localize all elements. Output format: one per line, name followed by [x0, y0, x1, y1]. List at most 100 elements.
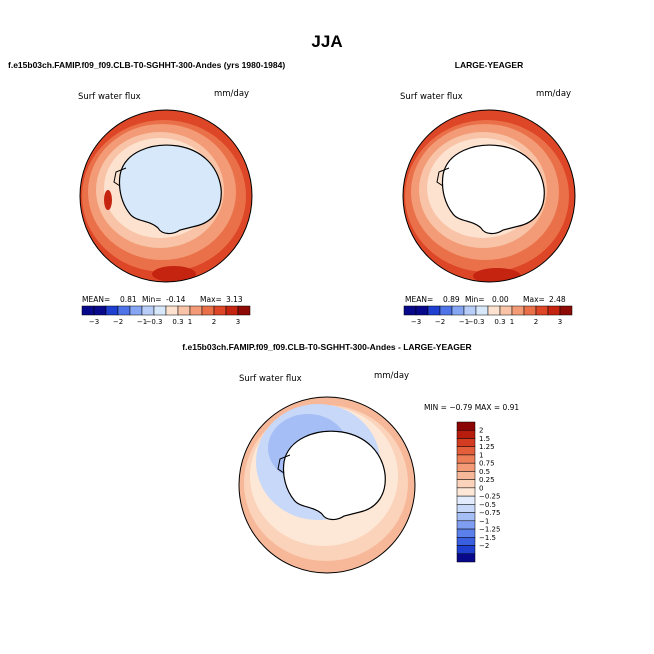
panel-c-colorbar-box: [456, 429, 476, 439]
panel-c-colorbar-tick-label: 0.75: [479, 460, 495, 468]
panel-c-colorbar-box: [456, 446, 476, 456]
panel-c-colorbar-box: [456, 512, 476, 522]
panel-c-colorbar-box: [456, 553, 476, 563]
panel-b-units: mm/day: [536, 89, 571, 99]
panel-b-colorbar-tick-label: 2: [534, 318, 538, 326]
panel-c-colorbar-tick-label: −2: [479, 542, 489, 550]
panel-c-border: [238, 396, 416, 574]
figure-title: JJA: [311, 32, 342, 51]
panel-c-colorbar-tick-label: −0.5: [479, 501, 496, 509]
panel-b-colorbar-tick-label: −1: [459, 318, 469, 326]
panel-a-colorbar-tick-label: −2: [113, 318, 123, 326]
panel-a-hotspot-south: [152, 266, 196, 282]
panel-c-colorbar-tick-label: 1.25: [479, 443, 495, 451]
panel-b-colorbar-tick-label: −0.3: [468, 318, 485, 326]
panel-b-colorbar-box: [523, 305, 537, 316]
panel-b-colorbar-tick-label: 3: [558, 318, 562, 326]
panel-a-border: [79, 109, 253, 283]
panel-a-max-value: 3.13: [226, 295, 243, 304]
panel-b-colorbar-box: [559, 305, 573, 316]
panel-c-units: mm/day: [374, 371, 409, 381]
panel-a-title: f.e15b03ch.FAMIP.f09_f09.CLB-T0-SGHHT-30…: [8, 60, 285, 70]
panel-a-colorbar-box: [141, 305, 155, 316]
panel-c-colorbar-box: [456, 421, 476, 431]
panel-a-colorbar-box: [153, 305, 167, 316]
panel-c-colorbar-box: [456, 537, 476, 546]
panel-c-colorbar-tick-label: 0: [479, 484, 483, 492]
panel-b-colorbar-box: [463, 305, 477, 316]
panel-a-mean-value: 0.81: [120, 295, 137, 304]
panel-a-mean-label: MEAN=: [82, 295, 110, 304]
panel-a-colorbar-tick-label: −1: [137, 318, 147, 326]
panel-a-colorbar-box: [129, 305, 143, 316]
panel-a-colorbar-box: [117, 305, 131, 316]
panel-a-colorbar: −3 −2 −1−0.3 0.3 1 2 3: [81, 305, 251, 326]
panel-b-colorbar-tick-label: −3: [411, 318, 421, 326]
panel-b-colorbar-box: [511, 305, 525, 316]
panel-b-colorbar-box: [535, 305, 549, 316]
panel-c-title: f.e15b03ch.FAMIP.f09_f09.CLB-T0-SGHHT-30…: [182, 342, 471, 352]
panel-c-colorbar-box: [456, 462, 476, 472]
panel-b-mean-value: 0.89: [443, 295, 460, 304]
panel-b-stats: MEAN= 0.89 Min= 0.00 Max= 2.48: [405, 295, 566, 304]
panel-b-colorbar-box: [403, 305, 417, 316]
panel-c-colorbar-box: [456, 545, 476, 555]
panel-a-stats: MEAN= 0.81 Min= -0.14 Max= 3.13: [82, 295, 243, 304]
panel-c-colorbar: 21.51.2510.750.50.250−0.25−0.5−0.75−1−1.…: [456, 421, 500, 563]
panel-c-colorbar-box: [456, 528, 476, 538]
panel-c-antarctica: [282, 430, 386, 521]
panel-c-colorbar-tick-label: 1: [479, 451, 483, 459]
panel-a-min-value: -0.14: [166, 295, 186, 304]
panel-c-colorbar-box: [456, 495, 476, 505]
panel-b-colorbar-box: [439, 305, 453, 316]
panel-c-colorbar-tick-label: 0.5: [479, 468, 490, 476]
panel-a-units: mm/day: [214, 89, 249, 99]
panel-a-colorbar-box: [189, 305, 203, 316]
panel-b-mean-label: MEAN=: [405, 295, 433, 304]
panel-a-field-label: Surf water flux: [78, 92, 141, 102]
panel-b-colorbar-tick-label: 1: [510, 318, 514, 326]
panel-a-min-label: Min=: [142, 295, 162, 304]
panel-a-hotspot: [104, 190, 112, 210]
panel-a-antarctica: [118, 144, 222, 235]
panel-b-max-label: Max=: [523, 295, 545, 304]
panel-c-stats: MIN = −0.79 MAX = 0.91: [424, 403, 519, 412]
panel-b-colorbar-box: [547, 305, 561, 316]
panel-c-colorbar-box: [456, 487, 476, 497]
panel-b-border: [402, 109, 576, 283]
panel-c-colorbar-tick-label: 0.25: [479, 476, 495, 484]
panel-c-peninsula: [277, 454, 291, 474]
panel-b-colorbar-box: [415, 305, 429, 316]
panel-a-colorbar-box: [213, 305, 227, 316]
panel-c-colorbar-box: [456, 454, 476, 464]
panel-a-colorbar-tick-label: 0.3: [172, 318, 183, 326]
panel-a-colorbar-box: [105, 305, 119, 316]
panel-c-colorbar-tick-label: −1.5: [479, 534, 496, 542]
panel-c-colorbar-box: [456, 504, 476, 513]
panel-c-colorbar-box: [456, 438, 476, 447]
panel-b-field-label: Surf water flux: [400, 92, 463, 102]
panel-a-colorbar-tick-label: −3: [89, 318, 99, 326]
panel-a-colorbar-box: [237, 305, 251, 316]
panel-c-colorbar-box: [456, 520, 476, 530]
panel-c-colorbar-box: [456, 479, 476, 489]
panel-a-peninsula: [113, 167, 127, 187]
panel-c-colorbar-tick-label: −0.25: [479, 493, 500, 501]
panel-a-map: [80, 110, 252, 282]
panel-b-colorbar-box: [475, 305, 489, 316]
panel-a-colorbar-box: [93, 305, 107, 316]
panel-a-colorbar-box: [201, 305, 215, 316]
panel-b-max-value: 2.48: [549, 295, 566, 304]
panel-c-map: [239, 397, 415, 573]
panel-a-colorbar-box: [225, 305, 239, 316]
panel-b-peninsula: [436, 167, 450, 187]
panel-c-colorbar-tick-label: −1.25: [479, 526, 500, 534]
panel-c-colorbar-tick-label: 1.5: [479, 435, 490, 443]
panel-a-colorbar-box: [165, 305, 179, 316]
panel-b-colorbar-box: [499, 305, 513, 316]
panel-a-max-label: Max=: [200, 295, 222, 304]
panel-c-field-label: Surf water flux: [239, 374, 302, 384]
panel-b-colorbar-box: [427, 305, 441, 316]
panel-c-colorbar-tick-label: −0.75: [479, 509, 500, 517]
